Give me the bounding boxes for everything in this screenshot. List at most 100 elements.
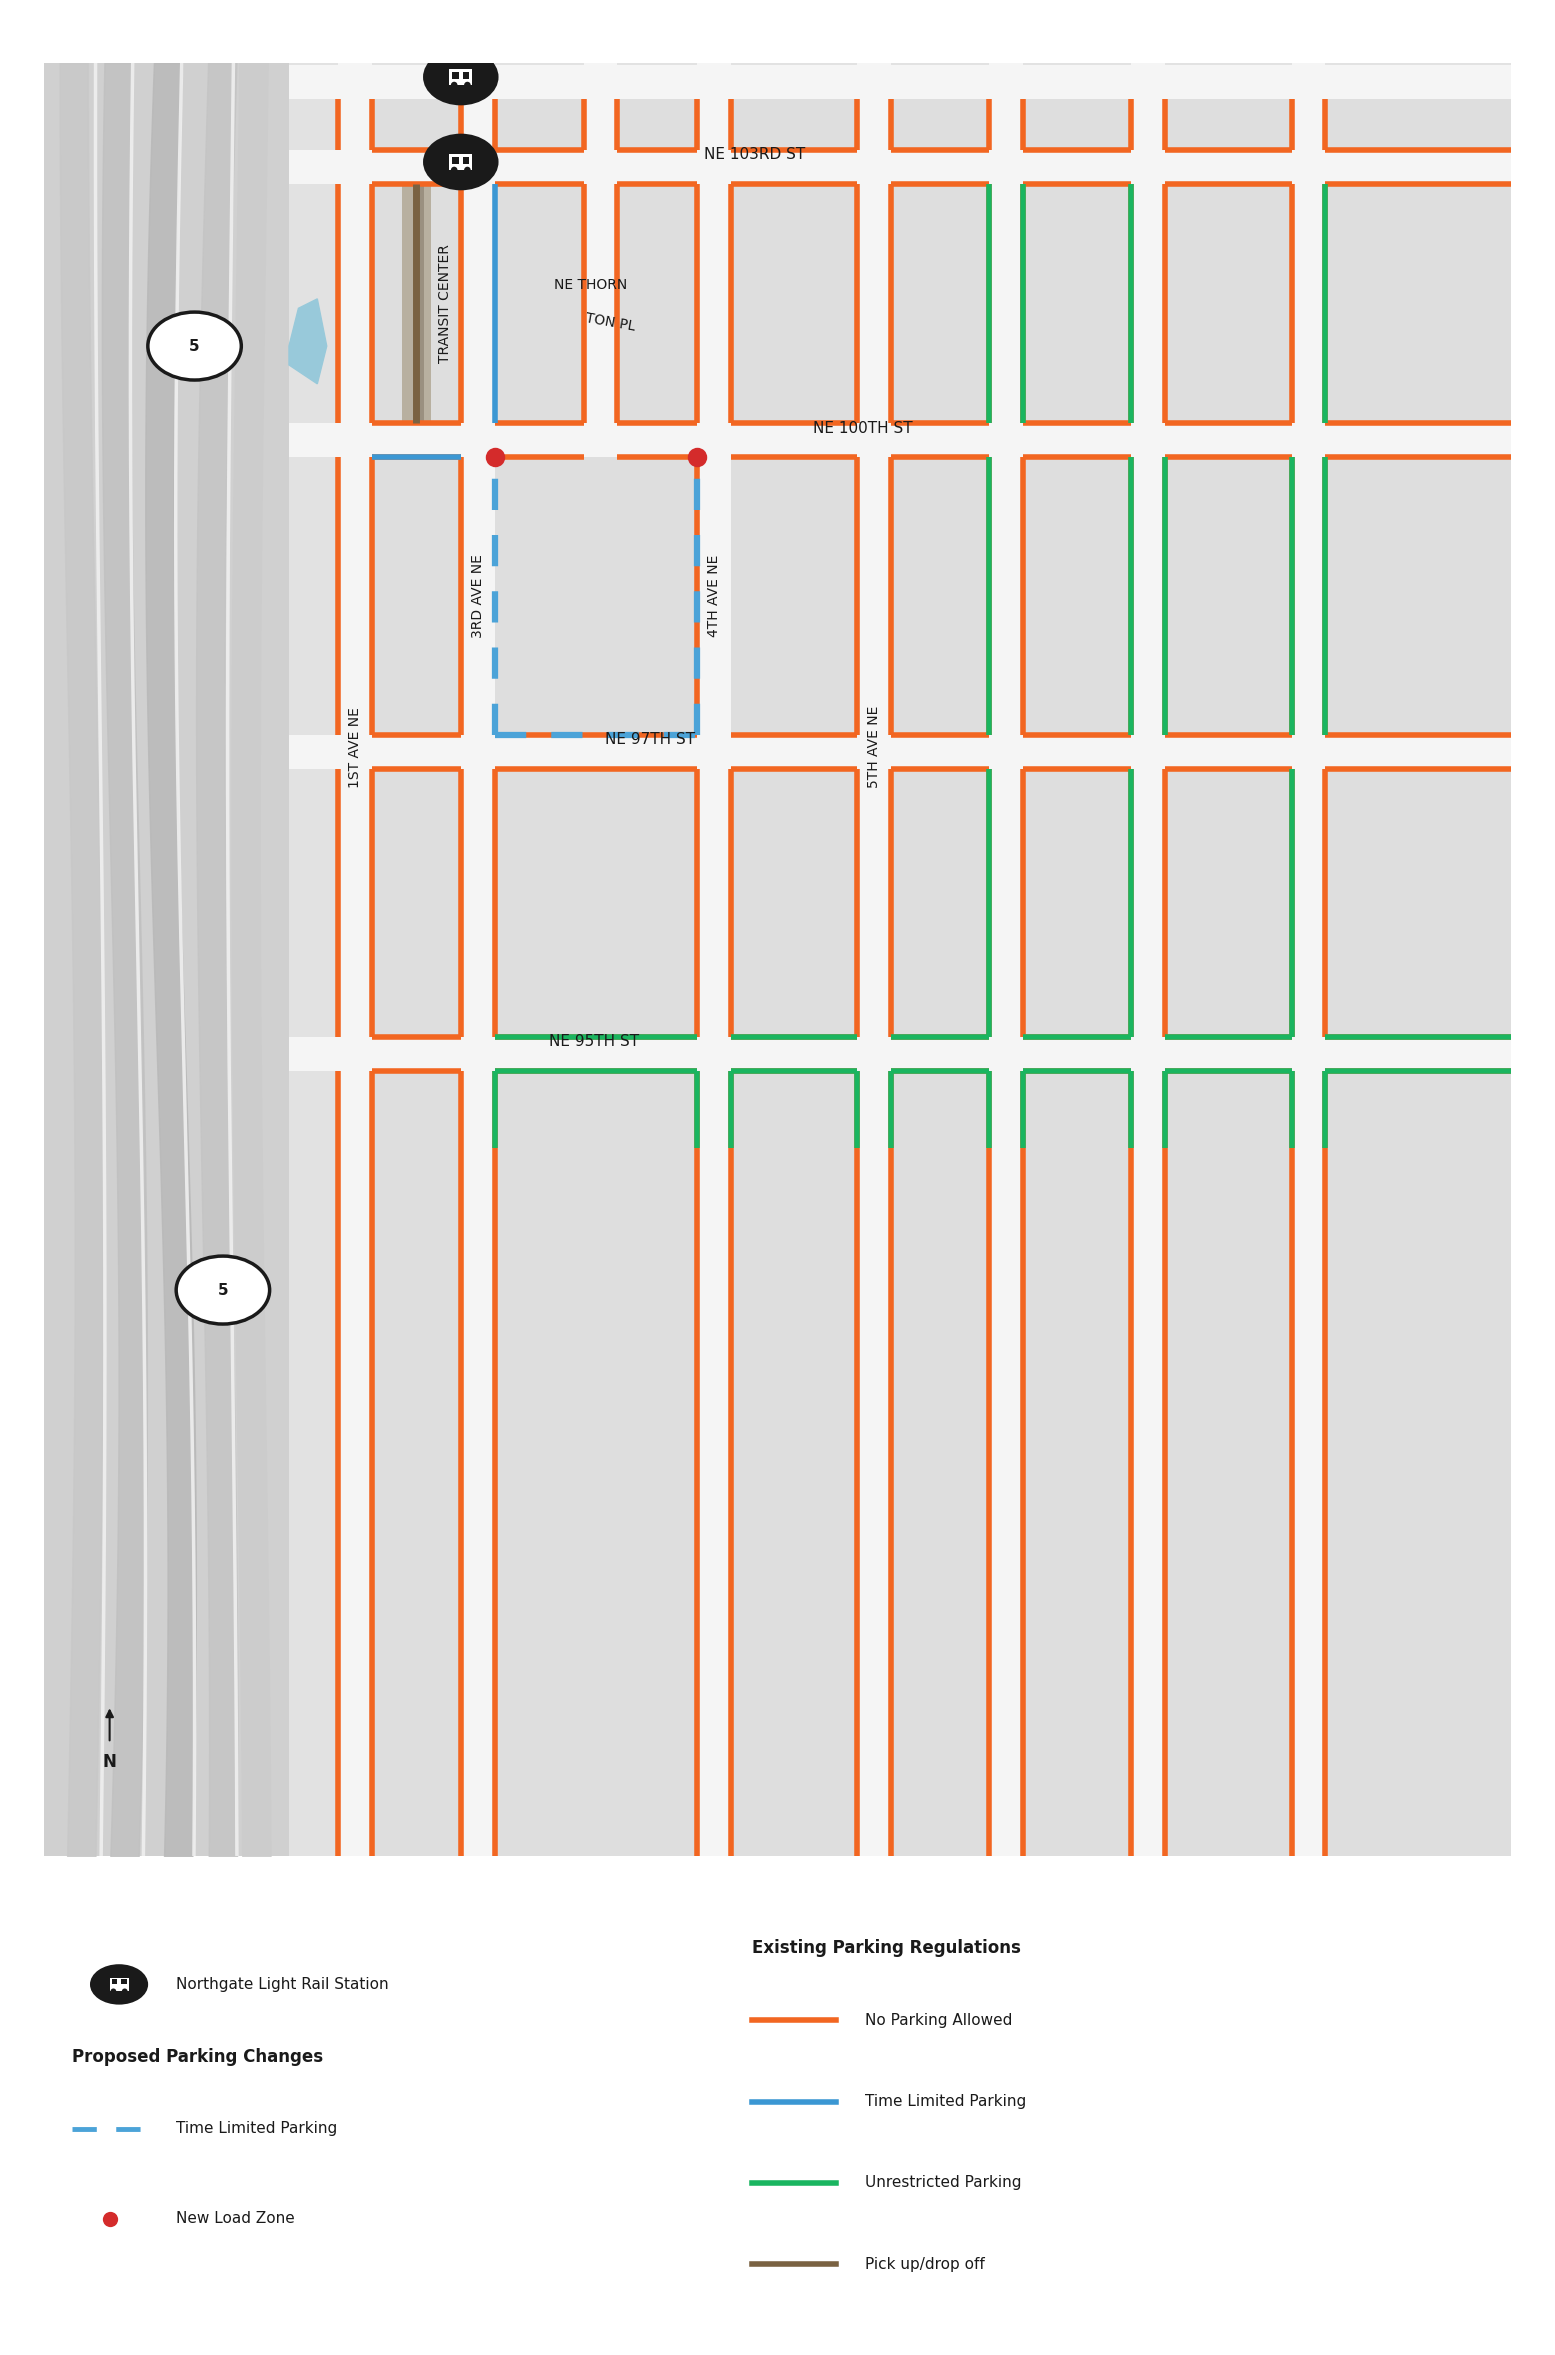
- Bar: [372, 1072, 460, 1149]
- Bar: [289, 735, 1511, 770]
- Bar: [453, 73, 459, 80]
- Text: Pick up/drop off: Pick up/drop off: [865, 2256, 984, 2273]
- Bar: [289, 64, 1511, 1856]
- Circle shape: [121, 1988, 128, 1995]
- Text: 1ST AVE NE: 1ST AVE NE: [348, 706, 362, 787]
- Ellipse shape: [423, 49, 499, 106]
- Bar: [697, 64, 731, 1856]
- Bar: [1165, 1149, 1292, 1856]
- Ellipse shape: [148, 313, 241, 379]
- Bar: [1165, 99, 1292, 151]
- Bar: [1130, 64, 1165, 1856]
- Bar: [891, 457, 989, 735]
- Bar: [494, 1072, 697, 1149]
- Bar: [731, 99, 857, 151]
- Bar: [494, 457, 697, 735]
- Bar: [1325, 457, 1511, 735]
- Bar: [731, 770, 857, 1036]
- Bar: [1325, 770, 1511, 1036]
- Bar: [1292, 64, 1325, 1856]
- Bar: [494, 184, 583, 424]
- Bar: [449, 155, 473, 170]
- Text: TON PL: TON PL: [585, 311, 636, 334]
- Bar: [289, 151, 1511, 184]
- Polygon shape: [289, 299, 327, 384]
- Bar: [617, 99, 697, 151]
- Bar: [731, 457, 857, 735]
- Text: No Parking Allowed: No Parking Allowed: [865, 2014, 1012, 2028]
- Bar: [1165, 184, 1292, 424]
- Circle shape: [110, 1988, 117, 1995]
- Bar: [989, 64, 1023, 1856]
- Text: 4TH AVE NE: 4TH AVE NE: [708, 556, 722, 638]
- Bar: [494, 1149, 697, 1856]
- Bar: [1023, 1072, 1130, 1149]
- Bar: [1325, 1072, 1511, 1149]
- Bar: [403, 184, 431, 424]
- Bar: [372, 457, 460, 735]
- Bar: [1023, 457, 1130, 735]
- Bar: [1325, 99, 1511, 151]
- Ellipse shape: [423, 134, 499, 191]
- Text: NE 103RD ST: NE 103RD ST: [704, 146, 805, 162]
- Bar: [289, 64, 1511, 99]
- Bar: [417, 184, 425, 424]
- Bar: [109, 1978, 129, 1990]
- Bar: [289, 1036, 1511, 1072]
- Text: N: N: [103, 1752, 117, 1771]
- Text: NE 100TH ST: NE 100TH ST: [813, 422, 913, 436]
- Bar: [1023, 184, 1130, 424]
- Text: Proposed Parking Changes: Proposed Parking Changes: [72, 2046, 323, 2065]
- Bar: [617, 184, 697, 424]
- Bar: [891, 1149, 989, 1856]
- Bar: [112, 1978, 117, 1985]
- Bar: [1023, 770, 1130, 1036]
- Bar: [583, 64, 617, 1856]
- Text: 3RD AVE NE: 3RD AVE NE: [471, 553, 485, 638]
- Bar: [1325, 1149, 1511, 1856]
- Text: NE 95TH ST: NE 95TH ST: [549, 1034, 639, 1050]
- Bar: [891, 184, 989, 424]
- Bar: [1165, 1072, 1292, 1149]
- Bar: [731, 1149, 857, 1856]
- Bar: [494, 770, 697, 1036]
- Bar: [1325, 184, 1511, 424]
- Bar: [460, 64, 494, 1856]
- Text: Existing Parking Regulations: Existing Parking Regulations: [751, 1938, 1020, 1957]
- Text: NE THORN: NE THORN: [555, 278, 628, 292]
- Text: Unrestricted Parking: Unrestricted Parking: [865, 2176, 1022, 2190]
- Bar: [372, 770, 460, 1036]
- Text: 5: 5: [190, 339, 201, 353]
- Bar: [372, 184, 460, 424]
- Text: TRANSIT CENTER: TRANSIT CENTER: [439, 245, 453, 363]
- Bar: [449, 68, 473, 85]
- Text: Time Limited Parking: Time Limited Parking: [865, 2094, 1026, 2110]
- Text: 5: 5: [218, 1283, 229, 1298]
- Ellipse shape: [176, 1255, 269, 1324]
- Bar: [289, 424, 1511, 457]
- Text: New Load Zone: New Load Zone: [176, 2211, 294, 2225]
- Text: Time Limited Parking: Time Limited Parking: [176, 2122, 337, 2136]
- Bar: [891, 1072, 989, 1149]
- Bar: [891, 770, 989, 1036]
- Bar: [463, 158, 470, 165]
- Bar: [1165, 770, 1292, 1036]
- Circle shape: [463, 167, 471, 174]
- Bar: [731, 1072, 857, 1149]
- Bar: [1165, 457, 1292, 735]
- Circle shape: [451, 167, 457, 174]
- Bar: [337, 64, 372, 1856]
- Circle shape: [451, 82, 457, 89]
- Bar: [731, 184, 857, 424]
- Bar: [121, 1978, 126, 1985]
- Bar: [44, 64, 289, 1856]
- Bar: [494, 99, 583, 151]
- Text: 5TH AVE NE: 5TH AVE NE: [868, 706, 882, 789]
- Ellipse shape: [90, 1964, 148, 2004]
- Bar: [372, 99, 460, 151]
- Bar: [372, 1149, 460, 1856]
- Bar: [891, 99, 989, 151]
- Bar: [453, 158, 459, 165]
- Text: Northgate Light Rail Station: Northgate Light Rail Station: [176, 1976, 389, 1992]
- Circle shape: [463, 82, 471, 89]
